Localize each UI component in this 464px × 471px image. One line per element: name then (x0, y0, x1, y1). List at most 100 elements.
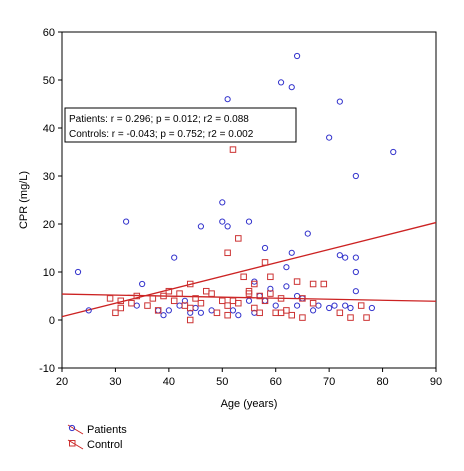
legend-line-patients (67, 424, 84, 435)
data-point-patients (326, 304, 333, 312)
data-point-control (149, 295, 157, 302)
data-point-patients (181, 297, 188, 304)
legend-label-control: Control (87, 439, 122, 451)
data-point-patients (283, 283, 290, 290)
data-point-patients (342, 302, 349, 309)
data-point-patients (197, 223, 205, 230)
stats-annotation-box (64, 107, 297, 143)
fit-line-control (61, 293, 437, 302)
data-point-control (186, 316, 194, 324)
data-point-control (357, 302, 365, 309)
marks-layer (61, 52, 437, 324)
data-point-control (299, 314, 306, 321)
data-point-patients (352, 172, 359, 180)
data-point-patients (336, 98, 343, 105)
data-point-control (320, 280, 328, 288)
x-tick-label: 20 (56, 376, 68, 388)
data-point-control (299, 295, 306, 302)
y-tick-label: 10 (43, 267, 55, 279)
data-point-control (229, 146, 237, 153)
data-point-control (309, 280, 317, 288)
x-tick-label: 80 (376, 376, 388, 388)
data-point-patients (336, 252, 343, 259)
data-point-control (240, 273, 247, 281)
fit-line-patients (61, 221, 437, 318)
data-point-patients (139, 280, 146, 288)
data-point-control (288, 311, 295, 319)
data-point-control (363, 314, 370, 321)
legend-marker-patients (68, 424, 76, 432)
data-point-control (128, 299, 135, 307)
x-tick-label: 70 (323, 376, 335, 388)
data-point-patients (352, 254, 359, 261)
data-point-patients (310, 307, 317, 314)
x-tick-label: 50 (216, 376, 228, 388)
data-point-control (256, 292, 263, 300)
data-point-patients (347, 304, 354, 312)
data-point-patients (187, 309, 194, 316)
data-point-control (224, 302, 231, 309)
data-point-control (267, 290, 274, 297)
data-point-control (219, 297, 226, 305)
data-point-patients (224, 223, 231, 230)
data-point-patients (293, 302, 301, 309)
data-point-patients (288, 84, 295, 91)
data-point-patients (304, 230, 311, 237)
data-point-control (170, 297, 178, 305)
stats-annotation: Patients: r = 0.296; p = 0.012; r2 = 0.0… (64, 107, 297, 143)
data-point-control (224, 249, 231, 257)
data-point-patients (235, 312, 242, 319)
stats-annotation-patients: Patients: r = 0.296; p = 0.012; r2 = 0.0… (69, 114, 249, 125)
x-tick-label: 30 (109, 376, 121, 388)
data-point-patients (160, 312, 167, 319)
data-point-control (347, 314, 354, 321)
data-point-patients (283, 264, 290, 271)
y-tick-label: 0 (49, 315, 55, 327)
data-point-patients (171, 254, 178, 261)
data-point-patients (293, 52, 301, 60)
data-point-patients (352, 288, 359, 295)
legend-label-patients: Patients (87, 424, 127, 436)
data-point-patients (219, 199, 226, 206)
y-tick-label: 30 (43, 171, 55, 183)
y-tick-label: 40 (43, 123, 55, 135)
data-point-control (106, 295, 114, 302)
stats-annotation-controls: Controls: r = -0.043; p = 0.752; r2 = 0.… (69, 129, 254, 140)
data-point-patients (229, 307, 237, 314)
data-point-control (165, 287, 173, 295)
data-point-patients (165, 307, 172, 314)
data-point-patients (267, 285, 274, 292)
data-point-patients (277, 79, 285, 86)
data-point-control (186, 280, 194, 288)
data-point-control (267, 273, 274, 281)
data-point-patients (224, 96, 231, 103)
data-point-patients (74, 268, 82, 276)
data-point-control (336, 309, 344, 317)
data-point-control (213, 309, 221, 317)
x-tick-label: 60 (270, 376, 282, 388)
data-point-patients (123, 218, 130, 225)
ticks-layer: 20 30 40 50 60 70 80 90 -10 0 10 20 30 40 50 60 (39, 27, 442, 388)
data-point-patients (85, 307, 92, 314)
data-point-control (283, 307, 290, 314)
data-point-control (117, 304, 125, 312)
y-tick-label: -10 (39, 363, 55, 375)
data-point-patients (197, 309, 205, 316)
data-point-patients (261, 244, 269, 252)
data-point-patients (368, 304, 375, 312)
data-point-control (293, 278, 301, 285)
data-point-patients (342, 254, 349, 261)
data-point-control (208, 290, 215, 297)
data-point-patients (288, 249, 295, 256)
data-point-patients (272, 302, 279, 309)
data-point-control (112, 309, 119, 317)
x-axis-label: Age (years) (221, 398, 278, 410)
data-point-control (251, 304, 258, 312)
data-point-control (256, 309, 263, 317)
data-point-control (224, 311, 231, 319)
plot-area (61, 31, 437, 369)
data-point-patients (390, 148, 397, 156)
data-point-control (261, 297, 269, 305)
data-point-control (245, 290, 253, 297)
